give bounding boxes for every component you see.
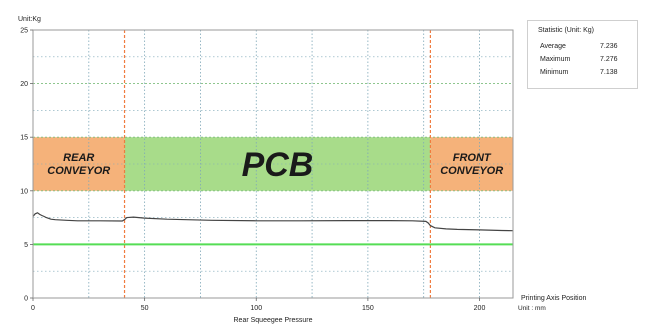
stat-label: Maximum [540, 56, 571, 63]
y-tick-label: 0 [24, 296, 28, 303]
x-tick-label: 0 [31, 305, 35, 312]
zone-label-line: FRONT [453, 152, 492, 164]
stat-value: 7.138 [600, 69, 618, 76]
y-tick-label: 25 [20, 28, 28, 35]
x-tick-label: 150 [362, 305, 374, 312]
y-unit-label: Unit:Kg [18, 16, 41, 23]
x-tick-label: 200 [474, 305, 486, 312]
zone-label: FRONT CONVEYOR [440, 152, 503, 177]
stat-value: 7.236 [600, 43, 618, 50]
zone-label: REAR CONVEYOR [47, 152, 110, 177]
y-tick-label: 20 [20, 81, 28, 88]
statistics-title: Statistic (Unit: Kg) [538, 27, 595, 34]
x-axis-title: Printing Axis Position [521, 295, 586, 302]
plot-frame [32, 29, 514, 299]
zone-label-line: REAR [63, 152, 94, 164]
zone-label: PCB [242, 146, 314, 184]
x-unit-label: Unit : mm [518, 305, 546, 312]
measured-pressure-line [32, 212, 514, 232]
stat-label: Minimum [540, 69, 569, 76]
zone-label-line: CONVEYOR [440, 165, 503, 177]
zone-label-line: CONVEYOR [47, 165, 110, 177]
y-tick-label: 15 [20, 135, 28, 142]
zone-band [430, 137, 513, 191]
y-tick-label: 10 [20, 188, 28, 195]
x-caption: Rear Squeegee Pressure [234, 317, 313, 324]
stat-label: Average [540, 43, 566, 50]
y-tick-label: 5 [24, 242, 28, 249]
x-tick-label: 100 [250, 305, 262, 312]
zone-band [33, 137, 125, 191]
x-tick-label: 50 [141, 305, 149, 312]
stat-value: 7.276 [600, 56, 618, 63]
statistics-panel: Statistic (Unit: Kg) Average 7.236 Maxim… [527, 20, 638, 89]
